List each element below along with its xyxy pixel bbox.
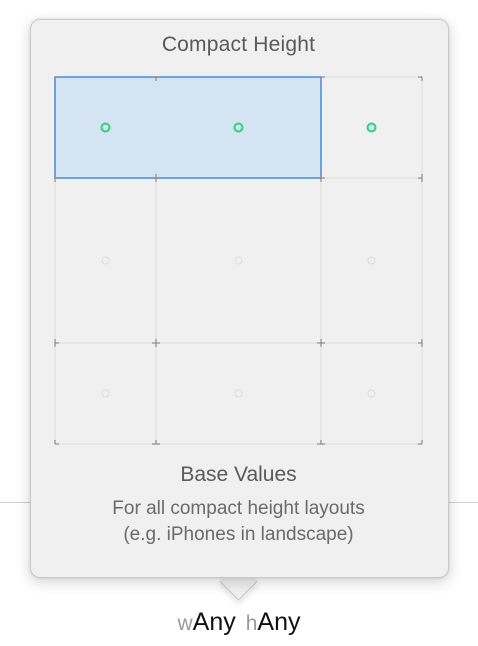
grid-cell-r2-c0[interactable] xyxy=(55,343,156,444)
grid-intersection-tick xyxy=(317,440,325,445)
size-class-button[interactable]: wAny hAny xyxy=(0,608,478,637)
canvas-divider-left xyxy=(0,502,30,503)
description-line-1: For all compact height layouts xyxy=(112,498,365,519)
grid-cell-r1-c1[interactable] xyxy=(156,178,321,343)
grid-intersection-tick xyxy=(418,76,423,81)
grid-intersection-tick xyxy=(152,339,160,347)
grid-intersection-tick xyxy=(152,174,160,182)
grid-intersection-tick xyxy=(54,440,59,445)
grid-intersection-tick xyxy=(418,174,423,182)
grid-intersection-tick xyxy=(317,76,325,81)
grid-intersection-tick xyxy=(317,339,325,347)
canvas-divider-right xyxy=(447,502,478,503)
active-dot-icon xyxy=(366,122,377,133)
selection-highlight xyxy=(54,76,322,179)
inactive-dot-icon xyxy=(234,256,243,265)
active-dot-icon xyxy=(100,122,111,133)
grid-cell-r1-c0[interactable] xyxy=(55,178,156,343)
inactive-dot-icon xyxy=(101,256,110,265)
grid-cell-r1-c2[interactable] xyxy=(321,178,422,343)
height-value: Any xyxy=(257,608,301,636)
active-dot-icon xyxy=(233,122,244,133)
grid-intersection-tick xyxy=(418,339,423,347)
grid-intersection-tick xyxy=(152,76,160,81)
grid-cell-r2-c1[interactable] xyxy=(156,343,321,444)
grid-intersection-tick xyxy=(54,174,59,182)
popover-title: Compact Height xyxy=(161,33,316,56)
grid-ticks xyxy=(54,76,423,445)
grid-dots xyxy=(100,122,377,398)
grid-cells xyxy=(54,76,422,444)
grid-intersection-tick xyxy=(317,174,325,182)
inactive-dot-icon xyxy=(367,256,376,265)
grid-intersection-tick xyxy=(54,76,59,81)
description-line-2: (e.g. iPhones in landscape) xyxy=(123,524,354,545)
grid-intersection-tick xyxy=(152,440,160,445)
base-values-heading: Base Values xyxy=(180,463,297,486)
grid-cell-r2-c2[interactable] xyxy=(321,343,422,444)
popover-arrow-joint xyxy=(214,560,262,575)
grid-intersection-tick xyxy=(54,339,59,347)
inactive-dot-icon xyxy=(367,389,376,398)
width-value: Any xyxy=(192,608,236,636)
inactive-dot-icon xyxy=(101,389,110,398)
width-prefix: w xyxy=(177,612,193,635)
inactive-dot-icon xyxy=(234,389,243,398)
grid-intersection-tick xyxy=(418,440,423,445)
height-prefix: h xyxy=(245,612,258,635)
